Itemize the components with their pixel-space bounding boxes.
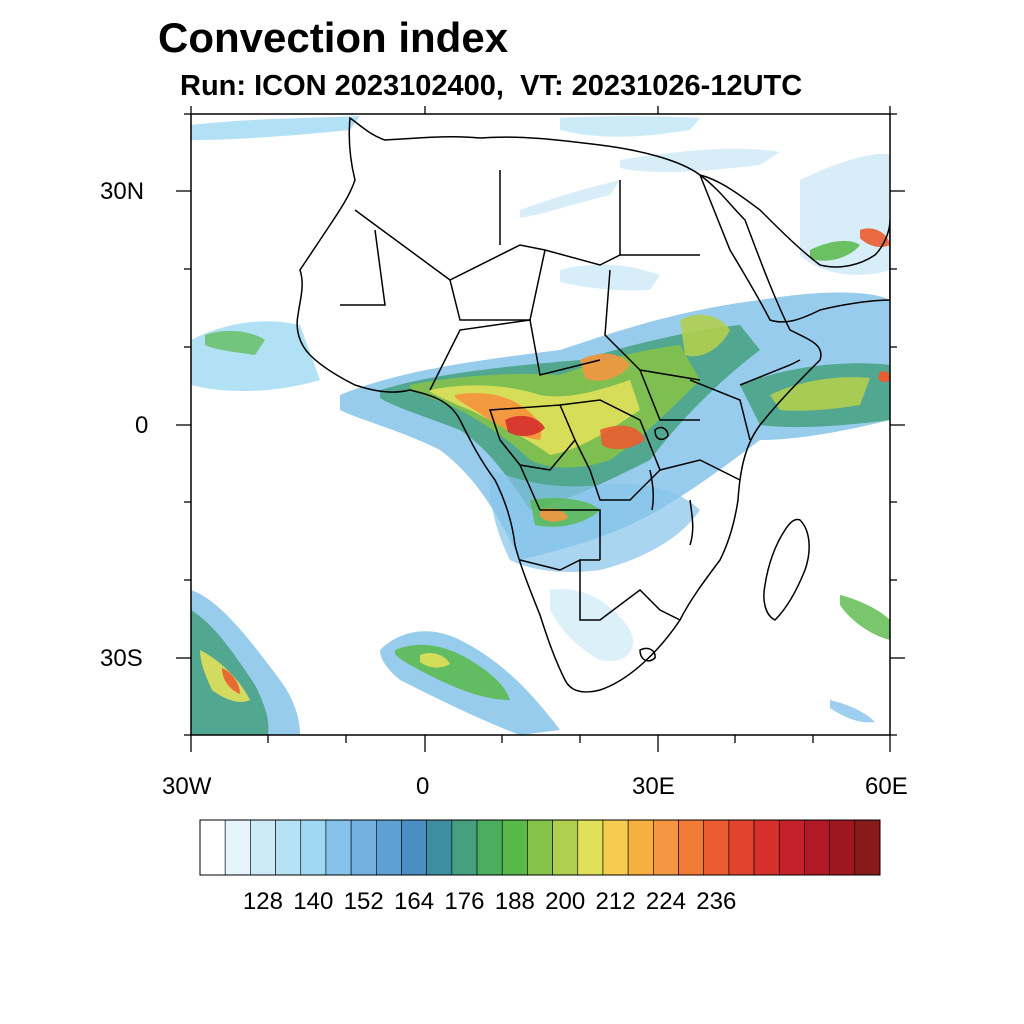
- colorbar-swatch: [577, 819, 604, 876]
- colorbar-swatch: [325, 819, 352, 876]
- colorbar-tick-label: 200: [545, 888, 586, 915]
- colorbar-swatch: [451, 819, 478, 876]
- colorbar-swatch: [602, 819, 629, 876]
- colorbar-tick-label: 140: [293, 888, 334, 915]
- colorbar-swatch: [224, 819, 251, 876]
- colorbar-swatch: [703, 819, 730, 876]
- colorbar-swatch: [426, 819, 453, 876]
- colorbar-swatch: [275, 819, 302, 876]
- plot-title: Convection index: [158, 14, 509, 61]
- colorbar-frame: [199, 819, 881, 876]
- colorbar-tick-label: 236: [696, 888, 737, 915]
- lon-label-0: 0: [416, 773, 430, 800]
- colorbar-swatch: [804, 819, 830, 876]
- colorbar-swatch: [375, 819, 402, 876]
- colorbar-swatch: [527, 819, 553, 876]
- colorbar-tick-label: 176: [444, 888, 485, 915]
- colorbar-swatch: [250, 819, 276, 876]
- axis-ticks: [176, 106, 905, 752]
- colorbar-swatch: [678, 819, 705, 876]
- colorbar-swatch: [778, 819, 805, 876]
- convection-field: [191, 116, 890, 735]
- lon-label-30e: 30E: [632, 773, 675, 800]
- colorbar-swatch: [627, 819, 654, 876]
- colorbar-swatch: [300, 819, 327, 876]
- colorbar-swatch: [653, 819, 679, 876]
- colorbar-tick-label: 212: [595, 888, 636, 915]
- colorbar-swatch: [199, 819, 226, 876]
- colorbar-tick-label: 164: [394, 888, 435, 915]
- colorbar-tick-label: 128: [242, 888, 283, 915]
- colorbar-swatch: [829, 819, 856, 876]
- colorbar-swatch: [728, 819, 755, 876]
- lat-label-0: 0: [135, 412, 149, 439]
- colorbar-tick-label: 152: [343, 888, 384, 915]
- colorbar-swatch: [552, 819, 579, 876]
- lon-label-60e: 60E: [865, 773, 908, 800]
- colorbar-swatch: [753, 819, 780, 876]
- colorbar-swatch: [501, 819, 528, 876]
- lat-label-30n: 30N: [100, 178, 145, 205]
- colorbar: [199, 819, 881, 876]
- colorbar-swatch: [476, 819, 503, 876]
- colorbar-tick-label: 224: [645, 888, 686, 915]
- coastlines: [296, 116, 890, 693]
- colorbar-tick-label: 188: [494, 888, 535, 915]
- lon-label-30w: 30W: [162, 773, 212, 800]
- plot-subtitle: Run: ICON 2023102400, VT: 20231026-12UTC: [180, 70, 803, 102]
- colorbar-swatch: [401, 819, 427, 876]
- lat-label-30s: 30S: [100, 645, 143, 672]
- colorbar-swatch: [350, 819, 377, 876]
- colorbar-swatch: [854, 819, 881, 876]
